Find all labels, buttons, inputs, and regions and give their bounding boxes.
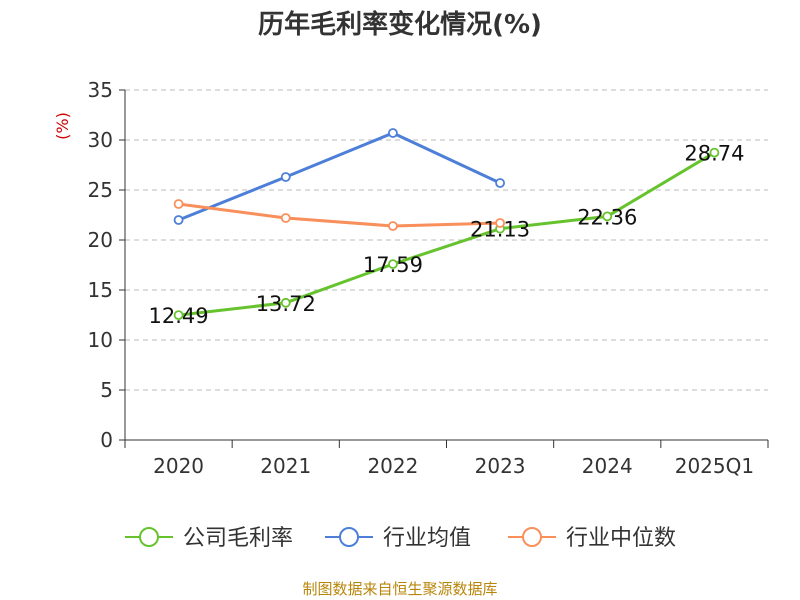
legend-label: 行业中位数	[566, 526, 676, 551]
axes: 0 5 10 15 20 25 30 35 2020 2021 2022 2023 2024 2025Q1	[88, 78, 769, 478]
chart-title: 历年毛利率变化情况(%)	[258, 10, 542, 40]
source-note: 制图数据来自恒生聚源数据库	[302, 580, 498, 598]
y-axis-label: (%)	[53, 112, 72, 140]
legend-label: 行业均值	[383, 526, 471, 551]
y-tick-label: 20	[88, 228, 113, 252]
data-point	[602, 211, 613, 222]
series-line	[178, 151, 716, 317]
data-point	[173, 310, 184, 321]
data-point	[388, 128, 398, 138]
data-point	[280, 297, 291, 308]
data-label: 28.74	[684, 142, 744, 166]
legend-label: 公司毛利率	[183, 526, 293, 551]
data-point	[173, 215, 184, 225]
y-tick-label: 10	[88, 328, 113, 352]
x-tick-label: 2024	[582, 454, 633, 478]
data-label: 17.59	[363, 253, 423, 277]
y-tick-label: 15	[88, 278, 113, 302]
series-line	[178, 202, 501, 228]
legend-swatch-marker	[339, 527, 359, 547]
data-label: 21.13	[470, 218, 530, 242]
grid-lines	[125, 89, 768, 391]
legend-swatch-marker	[522, 527, 542, 547]
y-tick-label: 30	[88, 128, 113, 152]
legend-swatch-marker	[139, 527, 159, 547]
y-tick-label: 35	[88, 78, 113, 102]
data-label: 12.49	[149, 304, 209, 328]
data-labels: 12.49 13.72 17.59 21.13 22.36 28.74	[149, 142, 745, 329]
data-point	[709, 147, 720, 158]
data-point	[495, 178, 505, 188]
x-tick-label: 2025Q1	[675, 454, 754, 478]
data-point	[280, 213, 291, 223]
x-tick-label: 2022	[367, 454, 418, 478]
data-point	[388, 259, 398, 270]
x-tick-label: 2021	[260, 454, 311, 478]
series-line	[178, 131, 501, 222]
data-point	[280, 172, 291, 182]
data-point	[173, 199, 184, 209]
x-tick-label: 2020	[153, 454, 204, 478]
legend: 公司毛利率 行业均值 行业中位数	[125, 526, 676, 551]
x-tick-label: 2023	[475, 454, 526, 478]
data-label: 22.36	[577, 205, 637, 229]
y-tick-label: 25	[88, 178, 113, 202]
data-point	[495, 218, 505, 228]
series-lines	[173, 128, 720, 321]
y-tick-label: 0	[100, 428, 113, 452]
data-label: 13.72	[256, 292, 316, 316]
data-point	[388, 221, 398, 231]
y-tick-label: 5	[100, 378, 113, 402]
